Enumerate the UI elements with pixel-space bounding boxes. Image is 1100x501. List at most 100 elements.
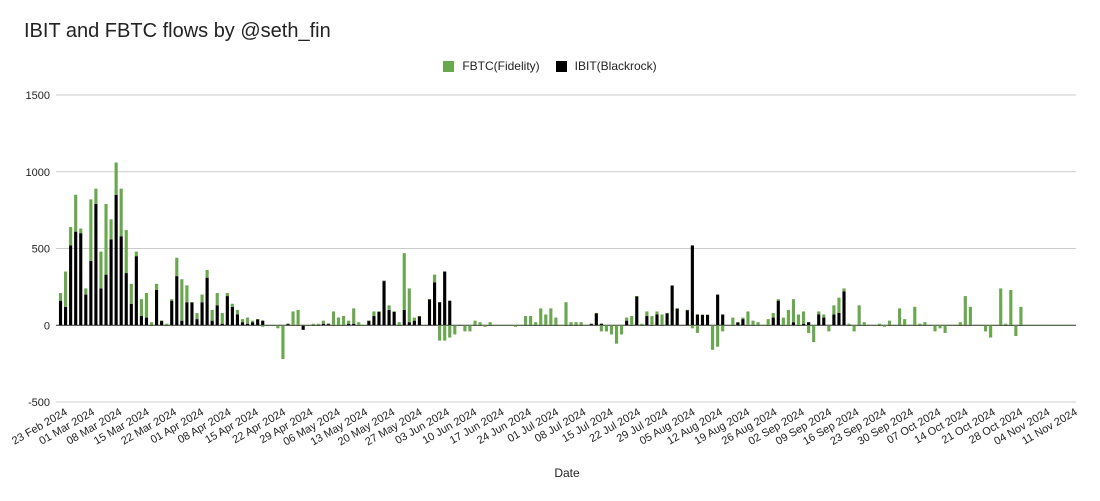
bar-fbtc xyxy=(802,311,806,324)
bar-fbtc xyxy=(427,299,432,300)
bar-fbtc xyxy=(933,325,937,332)
bar-fbtc xyxy=(983,325,988,332)
bar-fbtc xyxy=(271,325,275,326)
bar-fbtc xyxy=(245,317,250,324)
chart-title: IBIT and FBTC flows by @seth_fin xyxy=(24,20,331,42)
bar-fbtc xyxy=(746,311,750,326)
bar-fbtc xyxy=(1004,323,1008,326)
bar-fbtc xyxy=(751,320,755,326)
bar-ibit xyxy=(791,322,796,326)
bar-fbtc xyxy=(544,314,548,326)
bar-ibit xyxy=(336,325,341,326)
bar-fbtc xyxy=(342,316,346,326)
bar-fbtc xyxy=(84,288,88,295)
bar-fbtc xyxy=(887,320,892,326)
bar-ibit xyxy=(807,322,811,326)
bar-fbtc xyxy=(867,325,871,326)
bar-ibit xyxy=(579,325,583,326)
y-axis-ticks: -500 0 500 1000 1500 xyxy=(26,90,50,409)
bar-fbtc xyxy=(786,309,790,326)
bar-ibit xyxy=(705,314,710,326)
bar-ibit xyxy=(195,319,199,326)
bar-ibit xyxy=(220,323,224,326)
bar-fbtc xyxy=(635,296,639,297)
bar-ibit xyxy=(675,308,679,326)
bar-fbtc xyxy=(1049,325,1053,326)
bar-ibit xyxy=(190,302,194,326)
bar-ibit xyxy=(488,325,492,326)
bar-ibit xyxy=(796,325,801,326)
bar-fbtc xyxy=(958,322,962,326)
bar-ibit xyxy=(286,323,290,326)
bar-fbtc xyxy=(822,314,826,318)
bar-ibit xyxy=(473,325,477,326)
bar-fbtc xyxy=(438,325,442,341)
legend-swatch-fbtc xyxy=(443,60,455,72)
legend-item-fbtc[interactable]: FBTC(Fidelity) xyxy=(443,59,540,73)
bar-fbtc xyxy=(336,317,341,326)
bar-fbtc xyxy=(630,316,634,326)
bar-ibit xyxy=(129,303,133,326)
bar-ibit xyxy=(887,325,892,326)
bar-fbtc xyxy=(660,314,664,326)
bar-ibit xyxy=(185,302,189,326)
bar-fbtc xyxy=(230,303,234,307)
bar-fbtc xyxy=(711,325,715,350)
bar-ibit xyxy=(877,325,881,326)
bar-ibit xyxy=(89,260,93,326)
bar-ibit xyxy=(417,316,421,326)
bar-fbtc xyxy=(367,320,371,322)
legend-label-fbtc: FBTC(Fidelity) xyxy=(462,59,540,73)
bar-ibit xyxy=(301,325,305,330)
bar-ibit xyxy=(230,306,234,326)
bar-ibit xyxy=(165,325,169,326)
bar-fbtc xyxy=(377,311,381,312)
bar-ibit xyxy=(776,300,780,326)
bar-fbtc xyxy=(771,312,775,318)
bar-fbtc xyxy=(685,309,689,311)
bar-ibit xyxy=(630,325,634,326)
bar-ibit xyxy=(347,323,351,326)
bar-fbtc xyxy=(473,320,477,326)
bar-fbtc xyxy=(640,323,644,326)
bar-fbtc xyxy=(251,320,255,323)
legend-item-ibit[interactable]: IBIT(Blackrock) xyxy=(555,59,657,73)
bar-fbtc xyxy=(498,325,502,326)
bar-ibit xyxy=(74,231,78,326)
bar-fbtc xyxy=(180,279,184,321)
bar-fbtc xyxy=(705,314,710,316)
bar-ibit xyxy=(963,325,967,326)
bar-fbtc xyxy=(579,322,583,326)
bar-fbtc xyxy=(58,293,63,301)
bar-ibit xyxy=(316,325,320,326)
bar-fbtc xyxy=(412,317,416,321)
bar-fbtc xyxy=(690,325,694,329)
bar-fbtc xyxy=(564,302,568,326)
bar-fbtc xyxy=(523,316,528,326)
bar-ibit xyxy=(569,325,573,326)
bar-fbtc xyxy=(680,325,684,326)
bar-fbtc xyxy=(160,320,164,322)
bar-fbtc xyxy=(569,322,573,326)
bar-fbtc xyxy=(913,306,917,326)
bar-fbtc xyxy=(589,323,593,325)
bar-fbtc xyxy=(407,288,411,323)
bar-ibit xyxy=(155,289,159,326)
bar-fbtc xyxy=(175,257,179,277)
bar-ibit xyxy=(84,294,88,326)
bar-ibit xyxy=(443,271,447,326)
legend: FBTC(Fidelity) IBIT(Blackrock) xyxy=(0,59,1100,73)
bar-fbtc xyxy=(812,325,816,343)
bar-fbtc xyxy=(731,317,735,326)
bar-fbtc xyxy=(807,325,811,333)
bar-fbtc xyxy=(756,322,760,326)
bar-fbtc xyxy=(357,322,361,326)
bar-fbtc xyxy=(352,308,356,324)
bar-ibit xyxy=(134,256,138,326)
bar-ibit xyxy=(695,314,699,326)
bar-fbtc xyxy=(978,325,983,326)
bar-fbtc xyxy=(999,288,1003,326)
bar-ibit xyxy=(139,316,143,326)
bar-ibit xyxy=(357,325,361,326)
bar-ibit xyxy=(99,288,103,326)
